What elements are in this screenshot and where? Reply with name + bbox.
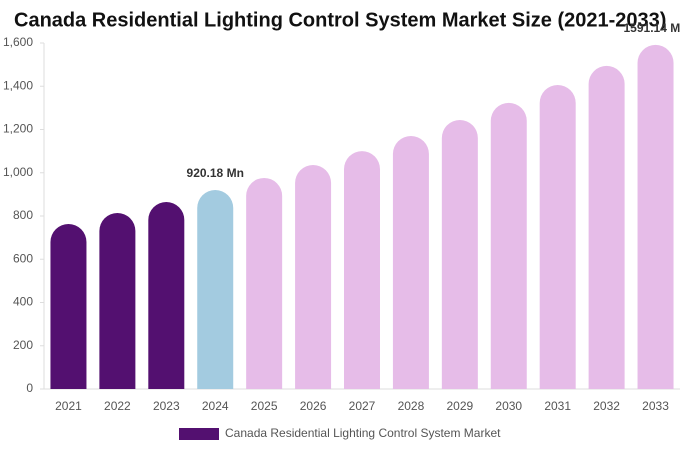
x-tick-label: 2024 xyxy=(202,399,229,413)
legend-label: Canada Residential Lighting Control Syst… xyxy=(225,426,501,440)
legend-swatch xyxy=(179,428,219,440)
bar xyxy=(344,151,380,389)
x-tick-label: 2026 xyxy=(300,399,327,413)
x-tick-label: 2027 xyxy=(349,399,376,413)
y-tick-label: 1,000 xyxy=(3,165,33,179)
bar xyxy=(246,177,283,389)
bar xyxy=(392,135,429,389)
x-tick-label: 2032 xyxy=(593,399,620,413)
y-tick-label: 200 xyxy=(13,338,33,352)
y-tick-label: 1,200 xyxy=(3,122,33,136)
y-tick-label: 800 xyxy=(13,208,33,222)
bar xyxy=(490,102,527,390)
x-tick-label: 2030 xyxy=(495,399,522,413)
bar xyxy=(197,190,234,389)
y-tick-label: 400 xyxy=(13,295,33,309)
bar xyxy=(588,65,625,390)
bar xyxy=(50,224,87,389)
chart-title: Canada Residential Lighting Control Syst… xyxy=(14,9,666,31)
value-label: 920.18 Mn xyxy=(187,166,244,180)
bar xyxy=(539,84,576,389)
x-tick-label: 2022 xyxy=(104,399,131,413)
x-tick-label: 2029 xyxy=(446,399,473,413)
bar xyxy=(99,212,136,389)
bar xyxy=(637,44,674,389)
y-tick-label: 0 xyxy=(26,381,33,395)
bar xyxy=(148,201,185,389)
x-tick-label: 2025 xyxy=(251,399,278,413)
y-tick-label: 1,400 xyxy=(3,78,33,92)
x-tick-label: 2021 xyxy=(55,399,82,413)
x-tick-label: 2031 xyxy=(544,399,571,413)
value-label: 1591.14 Mn xyxy=(624,21,680,35)
y-tick-label: 1,600 xyxy=(3,35,33,49)
y-tick-label: 600 xyxy=(13,251,33,265)
x-tick-label: 2033 xyxy=(642,399,669,413)
bar xyxy=(441,119,478,390)
x-tick-label: 2023 xyxy=(153,399,180,413)
bar xyxy=(295,164,332,389)
x-tick-label: 2028 xyxy=(398,399,425,413)
